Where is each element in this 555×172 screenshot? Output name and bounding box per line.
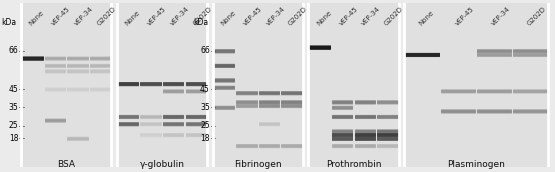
Text: 66: 66: [200, 46, 210, 55]
Text: BSA: BSA: [57, 160, 75, 169]
Text: G202D: G202D: [96, 6, 117, 27]
Bar: [213, 3, 303, 168]
Text: G202D: G202D: [287, 6, 309, 27]
Text: vEP-34: vEP-34: [490, 6, 511, 27]
Text: vEP-45: vEP-45: [338, 6, 359, 27]
Text: kDa: kDa: [2, 18, 17, 27]
Text: 18: 18: [9, 134, 18, 143]
Text: 25: 25: [200, 121, 210, 130]
Text: G202D: G202D: [191, 6, 213, 27]
Text: None: None: [220, 10, 237, 27]
Text: 35: 35: [200, 103, 210, 112]
Bar: [117, 3, 207, 168]
Text: vEP-45: vEP-45: [147, 6, 168, 27]
Text: γ-globulin: γ-globulin: [139, 160, 184, 169]
Text: 45: 45: [200, 85, 210, 94]
Text: Fibrinogen: Fibrinogen: [234, 160, 281, 169]
Bar: [21, 3, 112, 168]
Text: Plasminogen: Plasminogen: [447, 160, 505, 169]
Text: 25: 25: [9, 121, 18, 130]
Text: Prothrombin: Prothrombin: [326, 160, 381, 169]
Text: None: None: [315, 10, 332, 27]
Text: vEP-34: vEP-34: [361, 6, 382, 27]
Text: None: None: [28, 10, 46, 27]
Text: G202D: G202D: [526, 6, 547, 27]
Bar: [404, 3, 548, 168]
Text: None: None: [124, 10, 141, 27]
Text: vEP-45: vEP-45: [242, 6, 263, 27]
Text: 18: 18: [200, 134, 210, 143]
Text: vEP-45: vEP-45: [51, 6, 72, 27]
Text: G202D: G202D: [383, 6, 404, 27]
Text: 35: 35: [8, 103, 18, 112]
Text: None: None: [418, 10, 435, 27]
Text: vEP-34: vEP-34: [169, 6, 190, 27]
Bar: [309, 3, 398, 168]
Text: 66: 66: [8, 46, 18, 55]
Text: vEP-45: vEP-45: [454, 6, 475, 27]
Text: vEP-34: vEP-34: [265, 6, 286, 27]
Text: 45: 45: [8, 85, 18, 94]
Text: vEP-34: vEP-34: [73, 6, 94, 27]
Text: kDa: kDa: [193, 18, 208, 27]
